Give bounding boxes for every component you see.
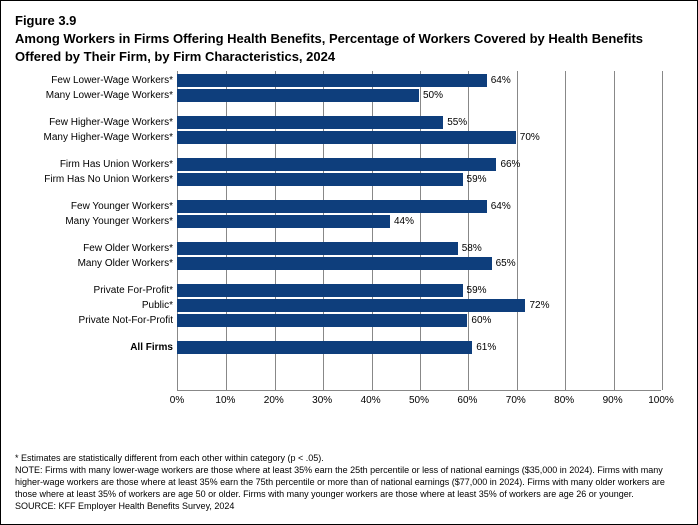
table-row: All Firms 61% bbox=[15, 340, 683, 355]
table-row: Firm Has No Union Workers* 59% bbox=[15, 172, 683, 187]
bar-value-label: 72% bbox=[529, 298, 549, 313]
bar-value-label: 44% bbox=[394, 214, 414, 229]
category-label: Few Higher-Wage Workers* bbox=[15, 115, 173, 130]
bar-value-label: 59% bbox=[467, 172, 487, 187]
category-label: Many Younger Workers* bbox=[15, 214, 173, 229]
table-row: Private Not-For-Profit 60% bbox=[15, 313, 683, 328]
bar bbox=[177, 257, 492, 270]
bar bbox=[177, 116, 443, 129]
category-label: Few Lower-Wage Workers* bbox=[15, 73, 173, 88]
table-row: Many Older Workers* 65% bbox=[15, 256, 683, 271]
category-label: Private Not-For-Profit bbox=[15, 313, 173, 328]
table-row: Many Higher-Wage Workers* 70% bbox=[15, 130, 683, 145]
bar-value-label: 55% bbox=[447, 115, 467, 130]
x-tick-label: 70% bbox=[506, 395, 526, 406]
figure-title: Among Workers in Firms Offering Health B… bbox=[15, 30, 683, 65]
table-row: Many Lower-Wage Workers* 50% bbox=[15, 88, 683, 103]
note-definitions: NOTE: Firms with many lower-wage workers… bbox=[15, 465, 685, 500]
figure-notes: * Estimates are statistically different … bbox=[15, 453, 685, 514]
bar bbox=[177, 173, 463, 186]
bar-value-label: 65% bbox=[496, 256, 516, 271]
table-row: Firm Has Union Workers* 66% bbox=[15, 157, 683, 172]
x-tick-label: 20% bbox=[264, 395, 284, 406]
bar-value-label: 59% bbox=[467, 283, 487, 298]
table-row: Few Lower-Wage Workers* 64% bbox=[15, 73, 683, 88]
category-label: Few Younger Workers* bbox=[15, 199, 173, 214]
bar bbox=[177, 89, 419, 102]
bar-value-label: 70% bbox=[520, 130, 540, 145]
category-label: Public* bbox=[15, 298, 173, 313]
category-label: Many Lower-Wage Workers* bbox=[15, 88, 173, 103]
x-tick-label: 40% bbox=[361, 395, 381, 406]
table-row: Private For-Profit* 59% bbox=[15, 283, 683, 298]
bar-value-label: 50% bbox=[423, 88, 443, 103]
table-row: Public* 72% bbox=[15, 298, 683, 313]
chart-area: Few Lower-Wage Workers*64%Many Lower-Wag… bbox=[15, 71, 683, 411]
x-tick-label: 10% bbox=[215, 395, 235, 406]
x-tick-label: 100% bbox=[648, 395, 674, 406]
bar bbox=[177, 314, 467, 327]
bar bbox=[177, 299, 525, 312]
table-row: Many Younger Workers* 44% bbox=[15, 214, 683, 229]
table-row: Few Younger Workers* 64% bbox=[15, 199, 683, 214]
figure-container: Figure 3.9 Among Workers in Firms Offeri… bbox=[0, 0, 698, 525]
table-row: Few Higher-Wage Workers* 55% bbox=[15, 115, 683, 130]
bar bbox=[177, 74, 487, 87]
category-label: Firm Has Union Workers* bbox=[15, 157, 173, 172]
bar-value-label: 64% bbox=[491, 73, 511, 88]
x-tick-label: 80% bbox=[554, 395, 574, 406]
table-row: Few Older Workers* 58% bbox=[15, 241, 683, 256]
note-source: SOURCE: KFF Employer Health Benefits Sur… bbox=[15, 501, 685, 513]
figure-number: Figure 3.9 bbox=[15, 13, 683, 28]
x-tick-label: 50% bbox=[409, 395, 429, 406]
category-label: Private For-Profit* bbox=[15, 283, 173, 298]
bar bbox=[177, 341, 472, 354]
bar bbox=[177, 284, 463, 297]
x-tick-label: 0% bbox=[170, 395, 184, 406]
x-tick-label: 30% bbox=[312, 395, 332, 406]
bar bbox=[177, 131, 516, 144]
category-label: All Firms bbox=[15, 340, 173, 355]
category-label: Few Older Workers* bbox=[15, 241, 173, 256]
x-tick-label: 60% bbox=[457, 395, 477, 406]
bar bbox=[177, 215, 390, 228]
bar bbox=[177, 158, 496, 171]
bar-value-label: 58% bbox=[462, 241, 482, 256]
bar-value-label: 60% bbox=[471, 313, 491, 328]
x-tick-label: 90% bbox=[603, 395, 623, 406]
bar-value-label: 66% bbox=[500, 157, 520, 172]
category-label: Many Older Workers* bbox=[15, 256, 173, 271]
bar bbox=[177, 200, 487, 213]
bar bbox=[177, 242, 458, 255]
bar-value-label: 61% bbox=[476, 340, 496, 355]
category-label: Many Higher-Wage Workers* bbox=[15, 130, 173, 145]
bar-value-label: 64% bbox=[491, 199, 511, 214]
note-significance: * Estimates are statistically different … bbox=[15, 453, 685, 465]
category-label: Firm Has No Union Workers* bbox=[15, 172, 173, 187]
